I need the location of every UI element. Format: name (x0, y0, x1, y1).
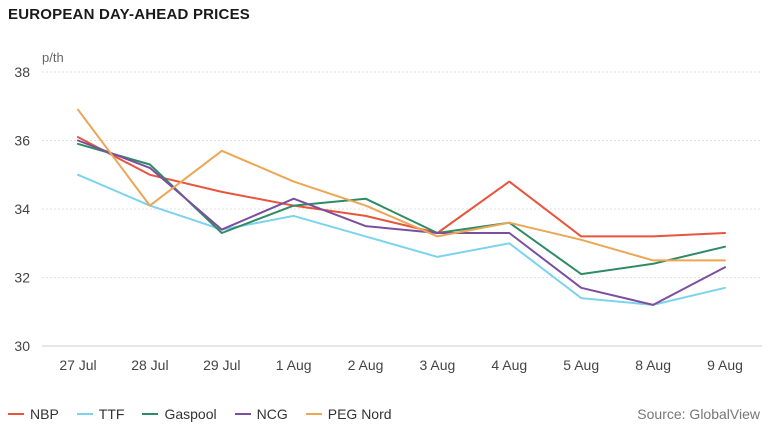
gridlines (42, 71, 762, 347)
x-axis-ticks: 27 Jul 28 Jul 29 Jul 1 Aug 2 Aug 3 Aug 4 Aug 5 … (59, 357, 743, 373)
legend-label: TTF (98, 406, 125, 422)
legend-item-nbp: NBP (8, 406, 59, 422)
x-tick-label: 4 Aug (491, 357, 527, 373)
legend-swatch (305, 413, 322, 415)
y-axis-ticks: 30 32 34 36 38 (14, 64, 30, 354)
series-line-peg-nord (77, 108, 726, 262)
legend-item-ncg: NCG (234, 406, 288, 422)
line-chart: 30 32 34 36 38 27 Jul 28 Jul 29 Jul 1 Aug 2 Aug 3… (14, 50, 762, 373)
x-tick-label: 8 Aug (635, 357, 671, 373)
x-tick-label: 28 Jul (131, 357, 168, 373)
legend-label: NBP (30, 406, 59, 422)
y-tick-label: 32 (14, 270, 30, 286)
x-tick-label: 29 Jul (203, 357, 240, 373)
legend-label: Gaspool (164, 406, 217, 422)
y-tick-label: 34 (14, 201, 30, 217)
y-tick-label: 38 (14, 64, 30, 80)
y-tick-label: 30 (14, 338, 30, 354)
legend-item-ttf: TTF (76, 406, 125, 422)
x-tick-label: 27 Jul (59, 357, 96, 373)
source-label: Source: GlobalView (637, 406, 760, 422)
legend-item-peg-nord: PEG Nord (305, 406, 392, 422)
x-tick-label: 2 Aug (348, 357, 384, 373)
legend-swatch (76, 413, 93, 415)
legend-swatch (142, 413, 159, 415)
legend-swatch (234, 413, 251, 415)
legend-label: PEG Nord (327, 406, 392, 422)
y-axis-unit-label: p/th (42, 50, 64, 65)
y-tick-label: 36 (14, 133, 30, 149)
x-tick-label: 5 Aug (563, 357, 599, 373)
legend-label: NCG (256, 406, 288, 422)
x-tick-label: 9 Aug (707, 357, 743, 373)
chart-title: EUROPEAN DAY-AHEAD PRICES (8, 6, 250, 23)
series-lines (77, 108, 726, 306)
series-line-nbp (77, 136, 726, 238)
legend: NBP TTF Gaspool NCG PEG Nord (8, 406, 410, 422)
x-tick-label: 3 Aug (420, 357, 456, 373)
legend-swatch (8, 413, 24, 415)
x-tick-label: 1 Aug (276, 357, 312, 373)
series-line-ttf (77, 173, 726, 306)
series-line-ncg (77, 139, 726, 306)
legend-item-gaspool: Gaspool (142, 406, 217, 422)
